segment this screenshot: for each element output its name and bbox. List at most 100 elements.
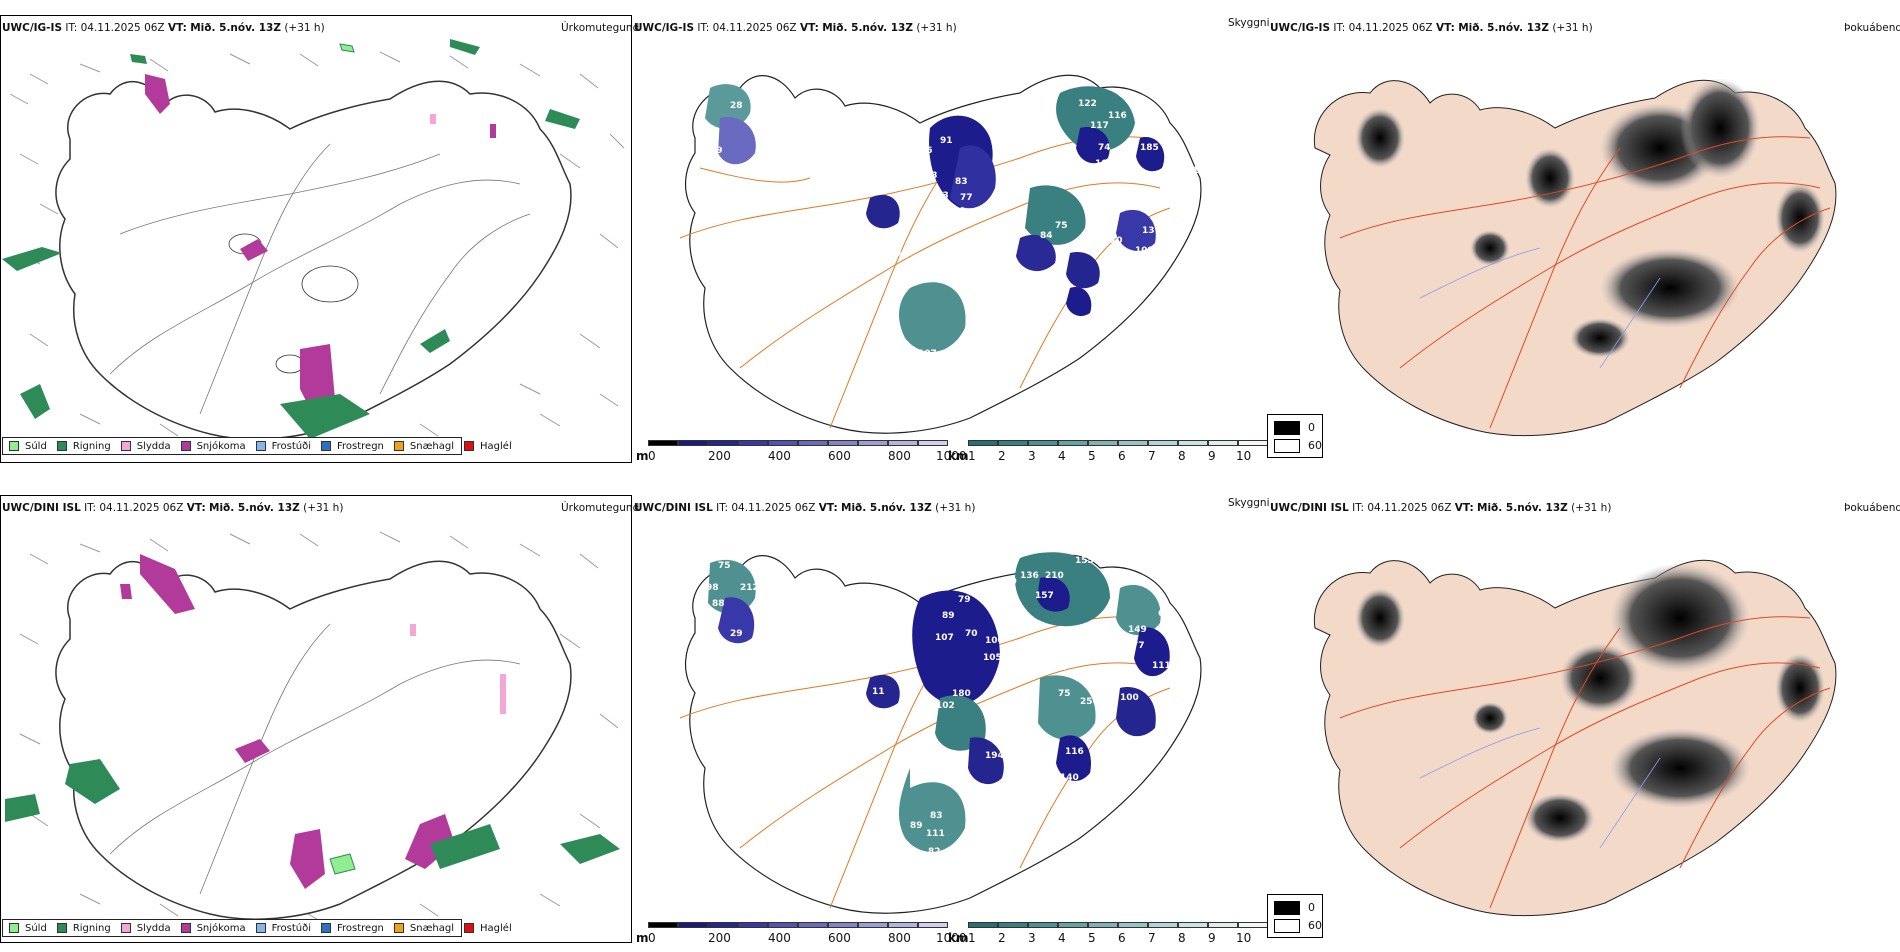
cloud-number: 10 [1110,236,1123,246]
precip-panel-label: Úrkomutegund [561,22,640,34]
cloud-number: 104 [1048,663,1067,673]
ceiling-colorbar: 0 200 400 600 800 1000 [636,922,967,952]
fog-legend-swatch [1274,901,1300,915]
visibility-unit: km [948,449,969,463]
colorbar-segment [858,440,888,446]
cloud-number: 75 [718,561,731,571]
legend-item-snjokoma: Snjókoma [180,923,246,934]
cloud-number: 98 [1068,321,1081,331]
colorbar-tick-label: 200 [708,931,731,945]
cloud-number: 116 [1108,111,1127,121]
cloud-number: 98 [706,583,719,593]
cloud-number: 180 [952,689,971,699]
sky-panel-title: UWC/DINI ISL IT: 04.11.2025 06Z VT: Mið.… [634,502,976,514]
precip-panel-title: UWC/DINI ISL IT: 04.11.2025 06Z VT: Mið.… [2,502,344,514]
sky-map: 91 72 28 98 29 91 96 83 103 77 83 99 77 … [679,53,1202,434]
colorbar-segment [1208,440,1238,446]
precip-panel-label: Úrkomutegund [561,502,640,514]
cloud-number: 100 [985,636,1004,646]
colorbar-segment [768,440,798,446]
fog-legend-value: 60 [1308,439,1322,452]
visibility-colorbar: 1 2 3 4 5 6 7 8 9 10 [948,440,1268,470]
cloud-number: 133 [1048,286,1067,296]
legend-swatch [9,441,19,451]
legend-swatch [120,923,131,933]
colorbar-segment [738,922,768,928]
cloud-number: 256 [1080,697,1099,707]
cloud-number: 155 [1075,556,1094,566]
colorbar-segment [888,922,918,928]
iceland-outline [684,74,1202,434]
legend-item-sudl: Súld [9,923,47,934]
cloud-number: 75 [1055,221,1068,231]
legend-swatch [393,441,404,451]
legend-swatch [120,441,131,451]
fog-panel-title: UWC/DINI ISL IT: 04.11.2025 06Z VT: Mið.… [1270,502,1612,514]
cloud-number: 210 [1045,571,1064,581]
colorbar-tick-label: 7 [1148,931,1156,945]
legend-item-slydda: Slydda [120,441,171,452]
cloud-number: 108 [1135,246,1154,256]
fog-legend-value: 0 [1308,421,1315,434]
legend-item-haglel: Haglél [464,441,512,452]
cloud-number: 122 [1078,99,1097,109]
sky-panel-label: Skyggni [1228,497,1270,509]
fog-panel-label: Þokuábendi [1844,22,1900,34]
sky-panel-label: Skyggni [1228,17,1270,29]
cloud-number: 79 [912,366,925,376]
visibility-unit: km [948,931,969,945]
cloud-number: 126 [1022,276,1041,286]
legend-item-slydda: Slydda [120,923,171,934]
legend-swatch [464,441,475,451]
cloud-number: 212 [740,583,759,593]
colorbar-segment [1178,440,1208,446]
cloud-number: 83 [930,811,943,821]
cloud-number: 11 [872,687,885,697]
cloud-number: 15 [760,595,773,605]
legend-item-rigning: Rigning [56,923,111,934]
colorbar-tick-label: 7 [1148,449,1156,463]
cloud-number: 105 [1095,159,1114,169]
legend-item-frostregn: Frostregn [321,923,384,934]
cloud-number: 91 [714,53,727,63]
precip-map [2,39,625,442]
cloud-number: 28 [730,101,743,111]
iceland-outline [55,80,572,440]
colorbar-tick-label: 5 [1088,931,1096,945]
colorbar-tick-label: 3 [1028,931,1036,945]
colorbar-tick-label: 5 [1088,449,1096,463]
legend-item-haglel: Haglél [464,923,512,934]
colorbar-tick-label: 400 [768,931,791,945]
cloud-number: 89 [942,611,955,621]
colorbar-segment [678,440,708,446]
legend-swatch [56,441,67,451]
cloud-number: 74 [1098,143,1111,153]
cloud-number-labels: 91 72 28 98 29 91 96 83 103 77 83 99 77 … [680,53,1199,401]
colorbar-tick-label: 6 [1118,449,1126,463]
cloud-number: 14 [1092,296,1105,306]
cloud-number: 157 [1035,591,1054,601]
cloud-number: 185 [1140,143,1159,153]
colorbar-tick-label: 2 [998,449,1006,463]
colorbar-tick-label: 0 [648,449,656,463]
precip-panel-title: UWC/IG-IS IT: 04.11.2025 06Z VT: Mið. 5.… [2,22,325,34]
colorbar-tick-label: 10 [1236,931,1252,945]
precip-legend: Súld Rigning Slydda Snjókoma Frostúði Fr… [2,919,512,937]
cloud-number: 116 [1065,747,1084,757]
colorbar-tick-label: 1 [968,931,976,945]
fog-panel-label: Þokuábendi [1844,502,1900,514]
legend-item-snaehagl: Snæhagl [393,441,454,452]
cloud-number: 88 [712,599,725,609]
colorbar-tick-label: 8 [1178,449,1186,463]
legend-item-snaehagl: Snæhagl [393,923,454,934]
cloud-number: 79 [958,595,971,605]
cloud-number: 107 [918,349,937,359]
cloud-number: 100 [1000,556,1019,566]
cloud-number: 63 [1158,609,1171,619]
legend-swatch [393,923,404,933]
cloud-number: 89 [910,821,923,831]
colorbar-tick-label: 3 [1028,449,1036,463]
colorbar-tick-label: 10 [1236,449,1252,463]
ceiling-colorbar: 0 200 400 600 800 1000 [636,440,967,470]
cloud-number: 140 [1060,773,1079,783]
